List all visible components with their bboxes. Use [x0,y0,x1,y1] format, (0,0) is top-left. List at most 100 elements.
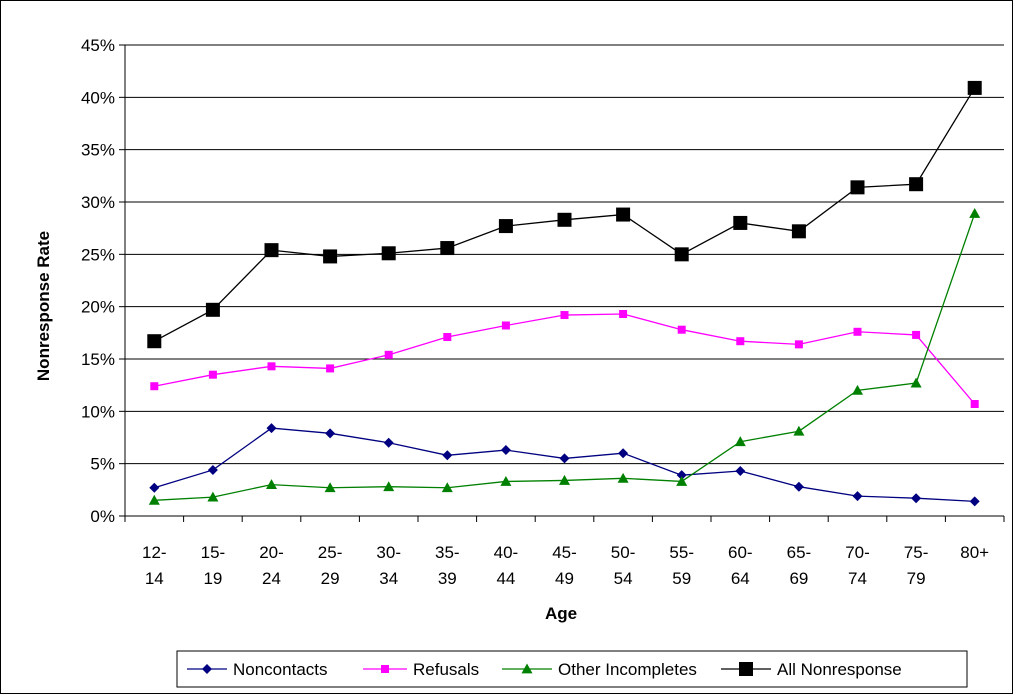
x-tick-label: 74 [848,569,867,588]
data-point-all-nonresponse [674,247,689,262]
y-tick-label: 35% [81,141,115,160]
legend-label-all-nonresponse: All Nonresponse [777,660,902,679]
data-point-other-incompletes [676,475,688,486]
series-layer [147,80,982,507]
data-point-noncontacts [383,437,394,448]
data-point-other-incompletes [441,482,453,493]
y-tick-label: 40% [81,88,115,107]
legend-marker-all-nonresponse [739,662,753,676]
legend: Noncontacts Refusals Other Incompletes All … [176,650,968,688]
legend-marker-other-incompletes [521,663,533,674]
x-axis-title: Age [545,604,577,623]
data-point-other-incompletes [324,482,336,493]
data-point-all-nonresponse [850,180,865,195]
gridlines [125,44,1004,465]
data-point-other-incompletes [793,425,805,436]
data-point-all-nonresponse [147,334,162,349]
legend-item-all-nonresponse: All Nonresponse [721,660,902,679]
legend-marker-refusals [381,665,389,673]
data-point-refusals [443,333,452,342]
data-point-refusals [560,311,569,320]
data-point-other-incompletes [559,474,570,485]
data-point-noncontacts [266,423,277,434]
legend-item-other-incompletes: Other Incompletes [502,660,697,679]
data-point-refusals [384,350,393,359]
legend-item-refusals: Refusals [363,660,479,679]
data-point-all-nonresponse [498,219,513,234]
data-point-other-incompletes [617,472,629,483]
x-tick-label: 12- [142,543,167,562]
data-point-all-nonresponse [791,224,806,239]
data-point-noncontacts [618,448,629,459]
x-tick-label: 59 [672,569,691,588]
x-tick-label: 49 [555,569,574,588]
data-point-refusals [970,400,979,409]
data-point-noncontacts [911,493,922,504]
x-tick-label: 55- [669,543,694,562]
data-point-all-nonresponse [616,207,631,222]
x-tick-label: 24 [262,569,281,588]
y-tick-label: 0% [90,507,115,526]
data-point-refusals [208,370,217,379]
x-tick-label: 50- [611,543,636,562]
x-tick-label: 60- [728,543,753,562]
x-tick-label: 39 [438,569,457,588]
series-refusals [150,309,979,409]
series-line-noncontacts [154,427,975,502]
data-point-noncontacts [207,464,218,475]
data-point-noncontacts [442,450,453,461]
x-tick-label: 65- [787,543,812,562]
x-tick-label: 15- [201,543,226,562]
data-point-refusals [912,330,921,339]
y-tick-label: 30% [81,193,115,212]
x-tick-label: 35- [435,543,460,562]
data-point-all-nonresponse [557,212,572,227]
data-point-noncontacts [500,445,511,456]
legend-marker-noncontacts [202,664,212,674]
data-point-other-incompletes [207,491,219,502]
legend-item-noncontacts: Noncontacts [187,660,328,679]
x-tick-label: 29 [321,569,340,588]
legend-label-other-incompletes: Other Incompletes [558,660,697,679]
data-point-refusals [267,362,276,371]
x-tick-label: 25- [318,543,343,562]
data-point-refusals [853,327,862,336]
data-point-refusals [326,364,335,373]
y-tick-label: 15% [81,350,115,369]
data-point-all-nonresponse [205,302,220,317]
legend-label-refusals: Refusals [413,660,479,679]
x-tick-label: 54 [614,569,633,588]
y-tick-label: 10% [81,402,115,421]
legend-box [176,650,968,688]
x-tick-label: 34 [379,569,398,588]
data-point-noncontacts [852,491,863,502]
x-tick-label: 75- [904,543,929,562]
data-point-other-incompletes [852,384,863,395]
data-point-refusals [677,325,686,334]
y-tick-label: 25% [81,245,115,264]
data-point-other-incompletes [500,475,512,486]
data-point-noncontacts [149,482,160,493]
data-point-all-nonresponse [909,177,924,192]
x-tick-label: 45- [552,543,577,562]
x-tick-label: 19 [203,569,222,588]
x-tick-label: 14 [145,569,164,588]
x-tick-label: 80+ [960,543,989,562]
x-tick-label: 70- [845,543,870,562]
x-tick-label: 30- [376,543,401,562]
y-tick-label: 5% [90,455,115,474]
data-point-other-incompletes [734,436,746,447]
data-point-noncontacts [325,428,336,439]
data-point-refusals [794,340,803,349]
y-tick-label: 45% [81,36,115,55]
y-tick-label: 20% [81,298,115,317]
x-tick-label: 20- [259,543,284,562]
data-point-other-incompletes [969,208,981,218]
data-point-noncontacts [735,465,746,476]
data-point-other-incompletes [910,377,922,388]
data-point-refusals [619,309,628,318]
data-point-noncontacts [793,481,804,492]
data-point-refusals [150,382,159,391]
data-point-refusals [501,321,510,330]
